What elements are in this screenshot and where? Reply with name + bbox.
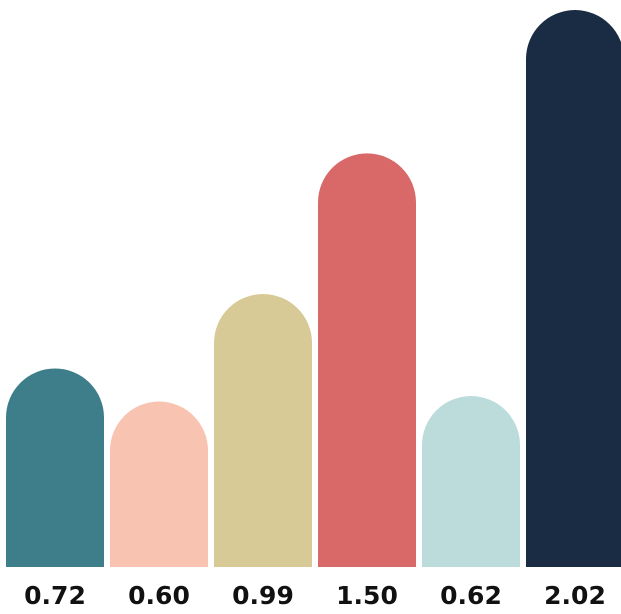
value-label-1: 0.72 — [24, 581, 86, 610]
bar-3 — [214, 294, 312, 567]
value-label-4: 1.50 — [336, 581, 398, 610]
value-label-2: 0.60 — [128, 581, 190, 610]
value-label-5: 0.62 — [440, 581, 502, 610]
bar-5 — [422, 396, 520, 567]
value-labels-group: 0.72 0.60 0.99 1.50 0.62 2.02 — [24, 581, 606, 610]
bars-group — [6, 10, 621, 568]
value-label-6: 2.02 — [544, 581, 606, 610]
value-label-3: 0.99 — [232, 581, 294, 610]
bar-6 — [526, 10, 621, 567]
bar-4 — [318, 153, 416, 568]
bar-1 — [6, 368, 104, 567]
bar-2 — [110, 401, 208, 567]
